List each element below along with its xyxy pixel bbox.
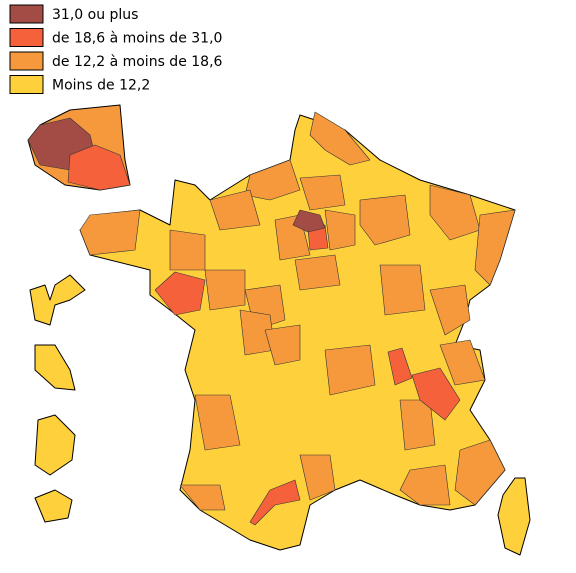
legend: 31,0 ou plus de 18,6 à moins de 31,0 de 12… [9, 4, 223, 94]
martinique [34, 344, 76, 391]
guadeloupe [29, 274, 86, 326]
legend-swatch [9, 51, 44, 71]
region [411, 367, 461, 421]
region [194, 394, 241, 451]
region [292, 209, 326, 233]
region [429, 284, 471, 336]
legend-label: 31,0 ou plus [52, 7, 138, 23]
region [309, 111, 371, 166]
corsica [497, 477, 531, 556]
region [324, 344, 376, 396]
legend-swatch [9, 28, 44, 47]
region [379, 264, 426, 316]
legend-label: de 12,2 à moins de 18,6 [52, 54, 223, 70]
legend-swatch [9, 75, 44, 94]
guyane [34, 414, 76, 476]
region [324, 209, 356, 251]
paris-inset-region [67, 144, 131, 191]
region [439, 339, 486, 386]
region [387, 347, 413, 386]
region [154, 271, 206, 316]
legend-label: Moins de 12,2 [52, 78, 150, 94]
legend-swatch [9, 4, 44, 24]
region [264, 324, 301, 366]
region [169, 229, 206, 271]
reunion [34, 489, 73, 523]
region [299, 174, 346, 211]
region [294, 254, 341, 291]
region [249, 479, 301, 526]
map-shapes [27, 104, 531, 556]
region [79, 209, 141, 256]
region [399, 464, 451, 506]
region [474, 209, 516, 286]
region [454, 439, 506, 506]
region [429, 184, 481, 241]
region [209, 189, 261, 231]
region [179, 484, 226, 511]
region [299, 454, 336, 501]
region [359, 194, 411, 246]
legend-label: de 18,6 à moins de 31,0 [52, 31, 222, 47]
region [204, 269, 246, 311]
